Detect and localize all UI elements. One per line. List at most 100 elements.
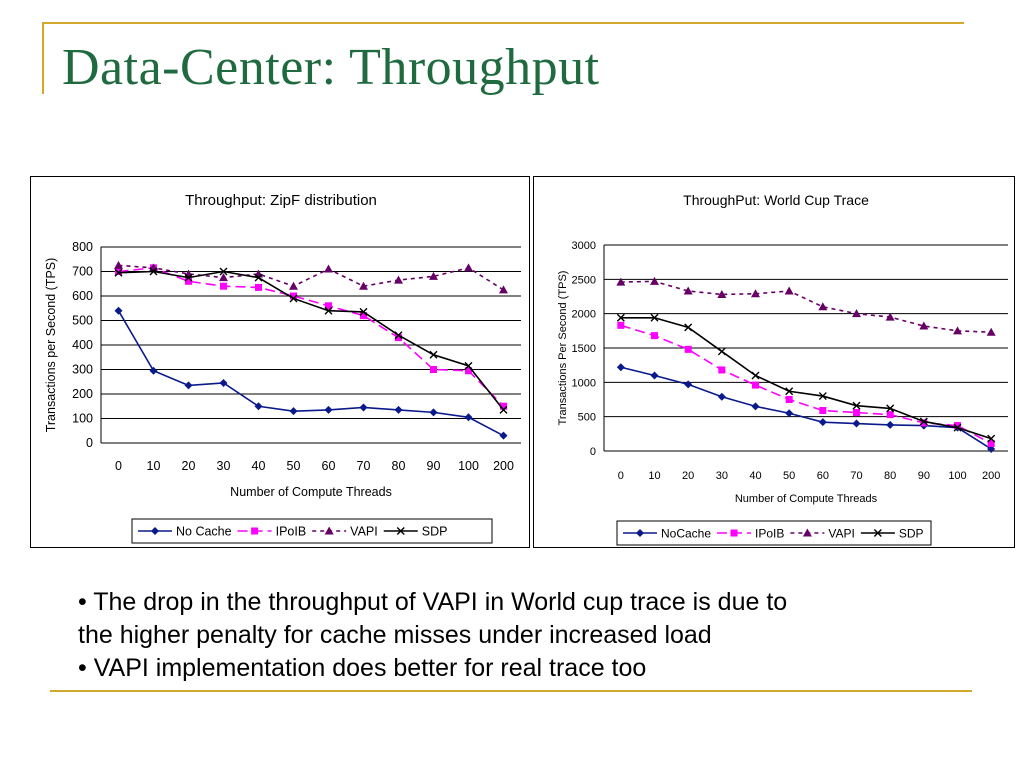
legend-label: SDP <box>899 527 924 541</box>
data-point <box>684 380 693 389</box>
series-line <box>620 316 992 440</box>
legend-swatch-marker <box>151 527 159 535</box>
data-point <box>684 323 693 332</box>
bottom-accent-rule <box>50 690 972 692</box>
data-point <box>395 334 402 342</box>
zipf-chart: Throughput: ZipF distribution01002003004… <box>44 192 521 544</box>
slide-title: Data-Center: Throughput <box>62 39 600 96</box>
data-point <box>752 381 759 389</box>
legend-label: SDP <box>422 525 448 539</box>
worldcup-chart-panel: ThroughPut: World Cup Trace 0 500 1000 1500 2… <box>533 176 1015 548</box>
y-tick-label: 400 <box>72 338 93 352</box>
data-point <box>617 321 625 329</box>
x-tick-label: 20 <box>182 459 196 473</box>
data-point <box>986 327 996 336</box>
bullet-line-3: • VAPI implementation does better for re… <box>78 654 647 682</box>
data-point <box>717 347 726 356</box>
series-vapi <box>114 260 508 294</box>
data-point <box>220 282 227 290</box>
data-point <box>289 294 298 303</box>
series-ipoib <box>115 264 507 410</box>
bullet-list: • The drop in the throughput of VAPI in … <box>78 586 958 685</box>
data-point <box>785 409 794 418</box>
series-sdp <box>114 267 508 414</box>
data-point <box>919 417 928 426</box>
worldcup-chart: ThroughPut: World Cup Trace0500100015002… <box>557 192 1008 546</box>
data-point <box>650 313 659 322</box>
data-point <box>394 405 403 414</box>
legend-swatch-marker <box>730 529 738 537</box>
x-tick-label: 50 <box>783 470 795 482</box>
legend-item: SDP <box>383 525 448 539</box>
data-point <box>359 281 368 290</box>
data-point <box>853 409 860 417</box>
data-point <box>954 422 961 430</box>
zipf-chart-panel: Throughput: ZipF distribution 0 100 200 300 4… <box>30 176 530 548</box>
data-point <box>499 405 508 414</box>
data-point <box>499 431 508 440</box>
data-point <box>114 306 123 315</box>
x-tick-label: 10 <box>648 470 660 482</box>
data-point <box>289 407 298 416</box>
x-tick-label: 0 <box>618 470 624 482</box>
data-point <box>360 312 367 320</box>
x-tick-label: 100 <box>458 459 479 473</box>
data-point <box>464 361 473 370</box>
data-point <box>751 371 760 380</box>
bullet-line-2: the higher penalty for cache misses unde… <box>78 621 712 649</box>
data-point <box>852 419 861 428</box>
data-point <box>818 392 827 401</box>
y-tick-label: 3000 <box>572 240 596 252</box>
data-point <box>219 273 228 282</box>
data-point <box>254 269 263 278</box>
data-point <box>785 387 794 396</box>
data-point <box>429 271 438 280</box>
data-point <box>500 402 507 410</box>
data-point <box>219 378 228 387</box>
data-point <box>324 306 333 315</box>
y-tick-label: 1000 <box>572 377 596 389</box>
series-nocache <box>616 363 996 453</box>
data-point <box>185 277 192 285</box>
y-tick-label: 1500 <box>572 343 596 355</box>
legend-label: VAPI <box>828 527 854 541</box>
legend-swatch-marker <box>324 526 334 535</box>
data-point <box>886 420 895 429</box>
y-tick-label: 500 <box>578 412 596 424</box>
series-no-cache <box>114 306 508 440</box>
y-axis-label: Transactions Per Second (TPS) <box>557 271 569 426</box>
data-point <box>852 309 861 318</box>
data-point <box>430 366 437 373</box>
data-point <box>616 277 626 286</box>
legend-label: NoCache <box>661 527 711 541</box>
data-point <box>114 260 123 269</box>
y-tick-label: 700 <box>72 265 93 279</box>
series-line <box>118 270 505 411</box>
legend-item: IPoIB <box>237 525 306 539</box>
data-point <box>464 413 473 422</box>
legend-item: No Cache <box>138 525 232 539</box>
data-point <box>886 404 895 413</box>
data-point <box>651 332 658 340</box>
bullet-line-1: • The drop in the throughput of VAPI in … <box>78 588 788 616</box>
x-tick-label: 70 <box>357 459 371 473</box>
data-point <box>394 275 403 284</box>
data-point <box>953 326 962 335</box>
x-tick-label: 30 <box>217 459 231 473</box>
y-tick-label: 300 <box>72 363 93 377</box>
legend-swatch-marker <box>636 529 644 537</box>
data-point <box>819 406 827 414</box>
data-point <box>717 392 726 401</box>
data-point <box>499 285 508 294</box>
data-point <box>254 273 263 282</box>
legend-item: IPoIB <box>717 527 784 541</box>
series-line <box>620 366 992 450</box>
series-sdp <box>616 313 996 443</box>
data-point <box>650 276 659 285</box>
x-tick-label: 70 <box>850 470 862 482</box>
y-tick-label: 200 <box>72 387 93 401</box>
data-point <box>114 268 123 277</box>
data-point <box>683 286 693 295</box>
data-point <box>149 267 158 276</box>
data-point <box>718 366 726 374</box>
